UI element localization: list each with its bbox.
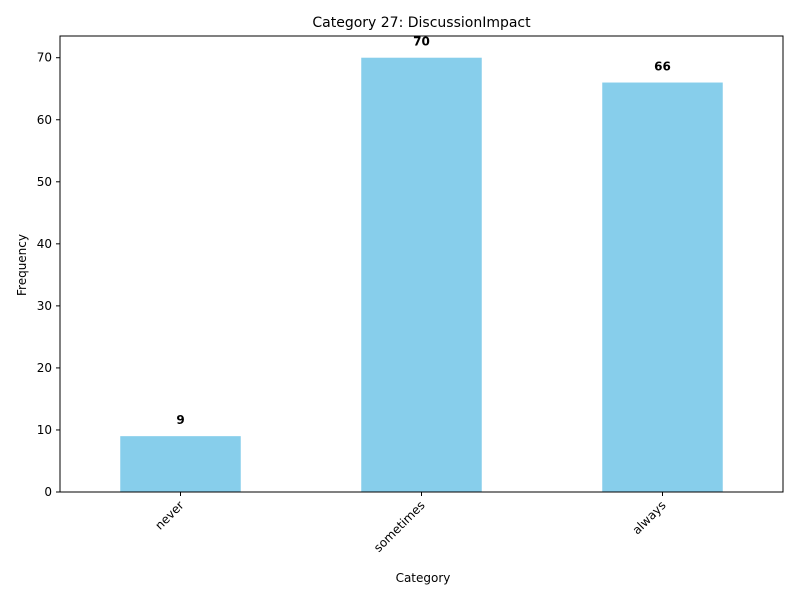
- y-tick-label-0: 0: [44, 485, 52, 499]
- bar-always: [602, 82, 723, 492]
- x-axis-label: Category: [396, 571, 451, 585]
- x-tick-label-always: always: [630, 498, 669, 537]
- x-tick-label-never: never: [152, 498, 186, 532]
- bar-never: [120, 436, 241, 492]
- y-tick-label-50: 50: [37, 175, 52, 189]
- bar-sometimes: [361, 57, 482, 492]
- y-axis-label: Frequency: [15, 234, 29, 296]
- bar-value-label-always: 66: [654, 60, 671, 74]
- y-axis: 0 10 20 30 40 50 60 70: [37, 51, 60, 499]
- y-tick-label-10: 10: [37, 423, 52, 437]
- bar-value-label-never: 9: [176, 413, 184, 427]
- y-tick-label-40: 40: [37, 237, 52, 251]
- bars-layer: [120, 57, 723, 492]
- y-tick-label-20: 20: [37, 361, 52, 375]
- y-tick-label-60: 60: [37, 113, 52, 127]
- chart-title: Category 27: DiscussionImpact: [312, 15, 531, 31]
- y-tick-label-30: 30: [37, 299, 52, 313]
- bar-value-label-sometimes: 70: [413, 35, 430, 49]
- x-axis: never sometimes always: [152, 492, 669, 555]
- y-tick-label-70: 70: [37, 51, 52, 65]
- bar-labels-layer: 9 70 66: [176, 35, 671, 427]
- x-tick-label-sometimes: sometimes: [371, 498, 428, 555]
